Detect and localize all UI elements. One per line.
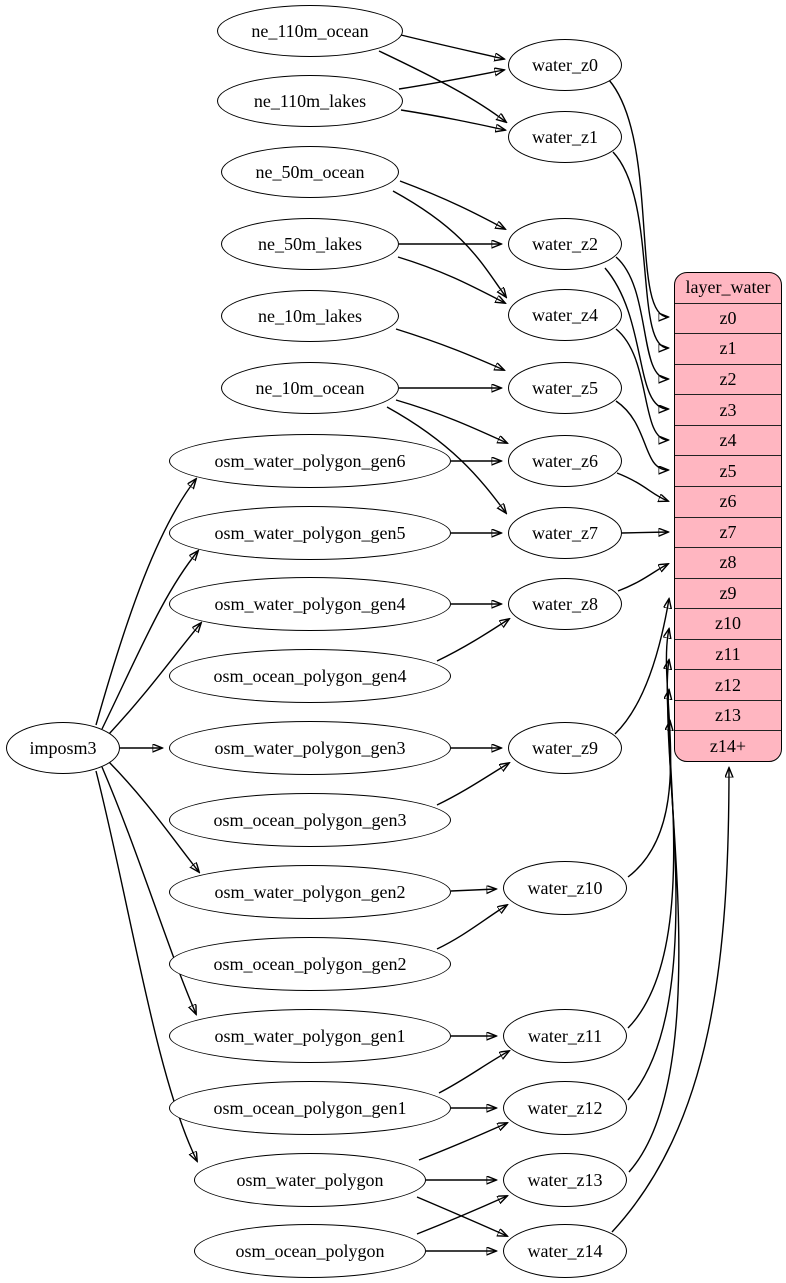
table-row-z13: z13 xyxy=(675,699,781,731)
node-label: water_z8 xyxy=(532,594,598,614)
table-row-z1: z1 xyxy=(675,333,781,364)
node-ne-10m-lakes: ne_10m_lakes xyxy=(221,290,399,342)
table-row-z14plus: z14+ xyxy=(675,730,781,761)
table-row-z9: z9 xyxy=(675,577,781,609)
node-water-z8: water_z8 xyxy=(508,578,622,630)
node-label: osm_ocean_polygon_gen3 xyxy=(213,810,407,830)
node-ne-50m-lakes: ne_50m_lakes xyxy=(221,218,399,270)
node-ne-10m-ocean: ne_10m_ocean xyxy=(221,362,399,414)
node-osm-ocean-polygon-gen2: osm_ocean_polygon_gen2 xyxy=(169,937,451,991)
node-label: osm_water_polygon_gen4 xyxy=(214,594,406,614)
table-row-z3: z3 xyxy=(675,394,781,425)
node-label: water_z6 xyxy=(532,451,598,471)
node-water-z0: water_z0 xyxy=(508,39,622,91)
table-row-z10: z10 xyxy=(675,608,781,639)
node-label: ne_50m_lakes xyxy=(258,234,362,254)
table-row-z0: z0 xyxy=(675,302,781,334)
node-water-z10: water_z10 xyxy=(503,861,627,915)
node-label: imposm3 xyxy=(29,738,97,758)
edge-paths xyxy=(95,34,729,1251)
node-label: ne_110m_lakes xyxy=(253,91,367,111)
node-label: osm_water_polygon_gen2 xyxy=(214,882,406,902)
node-label: osm_water_polygon_gen6 xyxy=(214,451,406,471)
node-label: water_z14 xyxy=(527,1241,603,1261)
node-osm-water-polygon-gen2: osm_water_polygon_gen2 xyxy=(169,865,451,919)
table-row-z12: z12 xyxy=(675,669,781,700)
node-osm-ocean-polygon-gen4: osm_ocean_polygon_gen4 xyxy=(169,649,451,703)
node-imposm3: imposm3 xyxy=(6,722,120,774)
node-label: osm_ocean_polygon_gen4 xyxy=(213,666,407,686)
node-water-z7: water_z7 xyxy=(508,507,622,559)
table-row-z7: z7 xyxy=(675,516,781,548)
node-label: water_z12 xyxy=(527,1098,603,1118)
node-ne-110m-lakes: ne_110m_lakes xyxy=(217,75,403,127)
table-row-z11: z11 xyxy=(675,638,781,670)
node-label: water_z13 xyxy=(527,1170,603,1190)
node-label: water_z10 xyxy=(527,878,603,898)
node-label: water_z11 xyxy=(527,1026,603,1046)
node-label: osm_ocean_polygon_gen2 xyxy=(213,954,407,974)
node-osm-water-polygon-gen4: osm_water_polygon_gen4 xyxy=(169,577,451,631)
node-ne-50m-ocean: ne_50m_ocean xyxy=(221,146,399,198)
node-label: ne_10m_lakes xyxy=(258,306,362,326)
node-label: osm_water_polygon_gen1 xyxy=(214,1026,406,1046)
node-label: osm_ocean_polygon_gen1 xyxy=(213,1098,407,1118)
node-water-z12: water_z12 xyxy=(503,1081,627,1135)
node-osm-water-polygon: osm_water_polygon xyxy=(194,1153,426,1207)
node-osm-water-polygon-gen1: osm_water_polygon_gen1 xyxy=(169,1009,451,1063)
node-label: water_z5 xyxy=(532,378,598,398)
table-row-z2: z2 xyxy=(675,363,781,395)
node-label: water_z2 xyxy=(532,234,598,254)
node-label: osm_ocean_polygon xyxy=(235,1241,385,1261)
node-osm-ocean-polygon: osm_ocean_polygon xyxy=(194,1224,426,1278)
node-water-z2: water_z2 xyxy=(508,218,622,270)
node-label: ne_110m_ocean xyxy=(251,21,369,41)
node-label: ne_50m_ocean xyxy=(255,162,365,182)
node-label: water_z7 xyxy=(532,523,598,543)
node-water-z1: water_z1 xyxy=(508,111,622,163)
node-water-z11: water_z11 xyxy=(503,1009,627,1063)
node-osm-ocean-polygon-gen1: osm_ocean_polygon_gen1 xyxy=(169,1081,451,1135)
table-header: layer_water xyxy=(685,277,771,298)
node-water-z14: water_z14 xyxy=(503,1224,627,1278)
node-ne-110m-ocean: ne_110m_ocean xyxy=(217,5,403,57)
table-row-z6: z6 xyxy=(675,485,781,517)
node-water-z4: water_z4 xyxy=(508,289,622,341)
node-water-z13: water_z13 xyxy=(503,1153,627,1207)
node-label: water_z1 xyxy=(532,127,598,147)
node-osm-water-polygon-gen3: osm_water_polygon_gen3 xyxy=(169,721,451,775)
node-label: osm_water_polygon_gen3 xyxy=(214,738,406,758)
node-osm-water-polygon-gen6: osm_water_polygon_gen6 xyxy=(169,434,451,488)
node-label: osm_water_polygon xyxy=(236,1170,384,1190)
node-water-z9: water_z9 xyxy=(508,722,622,774)
node-water-z6: water_z6 xyxy=(508,435,622,487)
node-label: water_z4 xyxy=(532,305,598,325)
node-water-z5: water_z5 xyxy=(508,362,622,414)
table-row-z8: z8 xyxy=(675,547,781,578)
node-osm-water-polygon-gen5: osm_water_polygon_gen5 xyxy=(169,506,451,560)
table-layer-water: layer_water z0 z1 z2 z3 z4 z5 z6 z7 z8 z… xyxy=(674,272,782,762)
node-label: ne_10m_ocean xyxy=(255,378,365,398)
node-label: osm_water_polygon_gen5 xyxy=(214,523,406,543)
node-label: water_z0 xyxy=(532,55,598,75)
node-osm-ocean-polygon-gen3: osm_ocean_polygon_gen3 xyxy=(169,793,451,847)
node-label: water_z9 xyxy=(532,738,598,758)
table-row-z5: z5 xyxy=(675,455,781,486)
table-row-z4: z4 xyxy=(675,424,781,456)
